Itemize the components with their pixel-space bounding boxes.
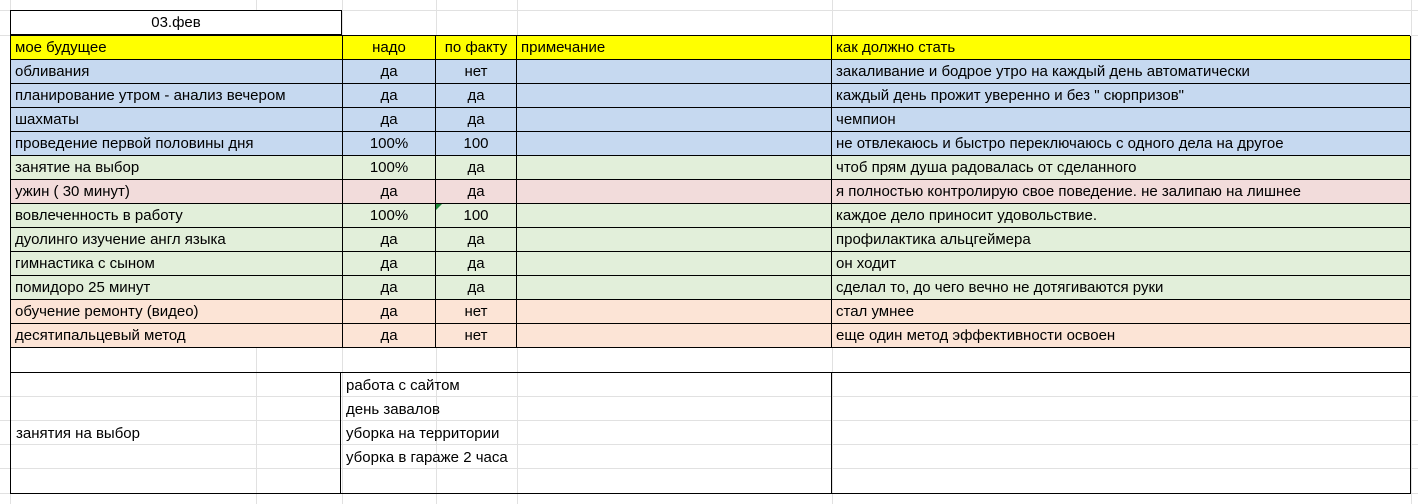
choice-item[interactable]: уборка на территории bbox=[346, 425, 500, 442]
table-row: ужин ( 30 минут) да да я полностью контроли… bbox=[10, 180, 1411, 204]
cell-should[interactable]: каждый день прожит уверенно и без " сюрп… bbox=[832, 84, 1411, 108]
table-row: занятие на выбор 100% да чтоб прям душа рад… bbox=[10, 156, 1411, 180]
table-row: гимнастика с сыном да да он ходит bbox=[10, 252, 1411, 276]
cell-fact[interactable]: 100 bbox=[436, 204, 517, 228]
cell-need[interactable]: 100% bbox=[343, 132, 436, 156]
cell-should[interactable]: чемпион bbox=[832, 108, 1411, 132]
cell-future[interactable]: обливания bbox=[10, 60, 343, 84]
cell-fact[interactable]: да bbox=[436, 108, 517, 132]
cell-need[interactable]: 100% bbox=[343, 204, 436, 228]
cell-future[interactable]: дуолинго изучение англ языка bbox=[10, 228, 343, 252]
choice-label[interactable]: занятия на выбор bbox=[16, 425, 140, 442]
table-row: планирование утром - анализ вечером да да к… bbox=[10, 84, 1411, 108]
choice-item[interactable]: работа с сайтом bbox=[346, 377, 460, 394]
cell-should[interactable]: закаливание и бодрое утро на каждый день… bbox=[832, 60, 1411, 84]
choice-item[interactable]: уборка в гараже 2 часа bbox=[346, 449, 508, 466]
table-row: обучение ремонту (видео) да нет стал умнее bbox=[10, 300, 1411, 324]
table-row: шахматы да да чемпион bbox=[10, 108, 1411, 132]
cell-fact[interactable]: да bbox=[436, 84, 517, 108]
cell-need[interactable]: да bbox=[343, 180, 436, 204]
cell-should[interactable]: профилактика альцгеймера bbox=[832, 228, 1411, 252]
table-row: десятипальцевый метод да нет еще один метод… bbox=[10, 324, 1411, 348]
cell-note[interactable] bbox=[517, 156, 832, 180]
cell-note[interactable] bbox=[517, 228, 832, 252]
cell-future[interactable]: занятие на выбор bbox=[10, 156, 343, 180]
cell-should[interactable]: не отвлекаюсь и быстро переключаюсь с од… bbox=[832, 132, 1411, 156]
header-future[interactable]: мое будущее bbox=[10, 36, 343, 60]
cell-note[interactable] bbox=[517, 60, 832, 84]
cell-future[interactable]: десятипальцевый метод bbox=[10, 324, 343, 348]
cell-future[interactable]: проведение первой половины дня bbox=[10, 132, 343, 156]
table-row: помидоро 25 минут да да сделал то, до чего … bbox=[10, 276, 1411, 300]
cell-need[interactable]: да bbox=[343, 84, 436, 108]
cell-need[interactable]: да bbox=[343, 300, 436, 324]
cell-fact[interactable]: да bbox=[436, 276, 517, 300]
cell-should[interactable]: каждое дело приносит удовольствие. bbox=[832, 204, 1411, 228]
header-should[interactable]: как должно стать bbox=[832, 36, 1411, 60]
cell-need[interactable]: да bbox=[343, 324, 436, 348]
cell-need[interactable]: да bbox=[343, 276, 436, 300]
cell-fact[interactable]: да bbox=[436, 252, 517, 276]
empty-row bbox=[10, 348, 1411, 373]
cell-note[interactable] bbox=[517, 252, 832, 276]
table-row: вовлеченность в работу 100% 100 каждое дело… bbox=[10, 204, 1411, 228]
date-cell[interactable]: 03.фев bbox=[10, 10, 342, 35]
cell-fact[interactable]: да bbox=[436, 228, 517, 252]
cell-future[interactable]: планирование утром - анализ вечером bbox=[10, 84, 343, 108]
cell-should[interactable]: я полностью контролирую свое поведение. … bbox=[832, 180, 1411, 204]
choice-item[interactable]: день завалов bbox=[346, 401, 440, 418]
cell-should[interactable]: сделал то, до чего вечно не дотягиваются… bbox=[832, 276, 1411, 300]
cell-fact[interactable]: 100 bbox=[436, 132, 517, 156]
table-row: проведение первой половины дня 100% 100 не … bbox=[10, 132, 1411, 156]
cell-future[interactable]: шахматы bbox=[10, 108, 343, 132]
table-row: дуолинго изучение англ языка да да профилак… bbox=[10, 228, 1411, 252]
comment-indicator-icon bbox=[436, 204, 442, 210]
cell-future[interactable]: ужин ( 30 минут) bbox=[10, 180, 343, 204]
cell-fact[interactable]: нет bbox=[436, 60, 517, 84]
header-need[interactable]: надо bbox=[343, 36, 436, 60]
cell-need[interactable]: да bbox=[343, 60, 436, 84]
cell-note[interactable] bbox=[517, 300, 832, 324]
cell-fact[interactable]: да bbox=[436, 180, 517, 204]
cell-note[interactable] bbox=[517, 108, 832, 132]
cell-future[interactable]: вовлеченность в работу bbox=[10, 204, 343, 228]
cell-fact[interactable]: да bbox=[436, 156, 517, 180]
cell-need[interactable]: 100% bbox=[343, 156, 436, 180]
table-row: обливания да нет закаливание и бодрое утро … bbox=[10, 60, 1411, 84]
cell-note[interactable] bbox=[517, 204, 832, 228]
cell-note[interactable] bbox=[517, 84, 832, 108]
cell-should[interactable]: чтоб прям душа радовалась от сделанного bbox=[832, 156, 1411, 180]
cell-should[interactable]: еще один метод эффективности освоен bbox=[832, 324, 1411, 348]
cell-future[interactable]: обучение ремонту (видео) bbox=[10, 300, 343, 324]
cell-future[interactable]: помидоро 25 минут bbox=[10, 276, 343, 300]
cell-future[interactable]: гимнастика с сыном bbox=[10, 252, 343, 276]
cell-should[interactable]: он ходит bbox=[832, 252, 1411, 276]
cell-should[interactable]: стал умнее bbox=[832, 300, 1411, 324]
cell-note[interactable] bbox=[517, 180, 832, 204]
header-note[interactable]: примечание bbox=[517, 36, 832, 60]
cell-note[interactable] bbox=[517, 324, 832, 348]
cell-need[interactable]: да bbox=[343, 228, 436, 252]
header-row: мое будущее надо по факту примечание как… bbox=[10, 35, 1411, 60]
cell-need[interactable]: да bbox=[343, 252, 436, 276]
header-fact[interactable]: по факту bbox=[436, 36, 517, 60]
cell-fact[interactable]: нет bbox=[436, 324, 517, 348]
cell-need[interactable]: да bbox=[343, 108, 436, 132]
cell-note[interactable] bbox=[517, 132, 832, 156]
cell-fact[interactable]: нет bbox=[436, 300, 517, 324]
cell-note[interactable] bbox=[517, 276, 832, 300]
choice-list-box bbox=[340, 372, 832, 494]
